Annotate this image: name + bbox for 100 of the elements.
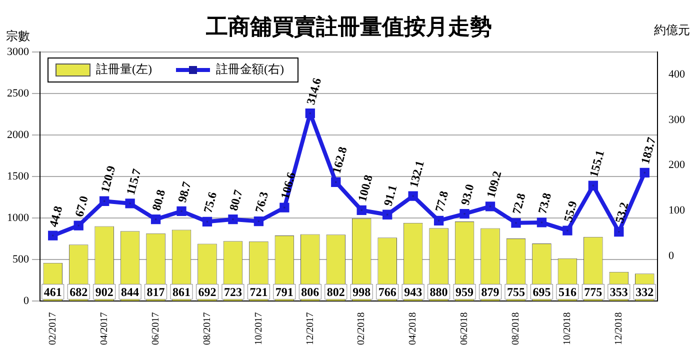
data-label: 461 xyxy=(44,285,62,300)
data-label: 879 xyxy=(481,285,500,300)
data-label: 44.8 xyxy=(46,204,66,228)
data-label: 120.9 xyxy=(98,164,118,194)
y2-tick-label: 0 xyxy=(668,250,674,262)
y-tick-label: 1000 xyxy=(7,212,30,224)
data-label: 755 xyxy=(506,285,525,300)
point xyxy=(48,230,58,240)
data-label: 106.6 xyxy=(278,170,298,200)
point xyxy=(588,180,598,190)
point xyxy=(99,196,110,206)
y2-tick-label: 300 xyxy=(668,114,686,126)
point xyxy=(74,220,84,230)
point xyxy=(382,210,392,220)
data-label: 998 xyxy=(352,285,371,300)
data-label: 109.2 xyxy=(484,170,504,200)
y-tick-label: 1500 xyxy=(7,170,30,182)
data-label: 132.1 xyxy=(406,159,427,189)
data-label: 100.8 xyxy=(354,173,376,204)
data-label: 943 xyxy=(404,285,422,300)
point xyxy=(434,216,444,226)
data-label: 115.7 xyxy=(123,167,144,196)
y-tick-label: 3000 xyxy=(7,46,30,58)
data-label: 791 xyxy=(275,285,294,300)
point xyxy=(331,177,341,187)
y-tick-label: 0 xyxy=(24,295,30,308)
data-label: 695 xyxy=(532,285,551,300)
x-tick-label: 12/2017 xyxy=(304,312,316,346)
data-label: 880 xyxy=(430,285,448,300)
data-label: 959 xyxy=(456,285,474,300)
x-tick-label: 02/2017 xyxy=(47,312,58,346)
x-tick-label: 08/2017 xyxy=(202,312,213,346)
data-label: 902 xyxy=(95,285,114,300)
x-tick-label: 04/2018 xyxy=(408,312,419,346)
y2-tick-label: 200 xyxy=(668,159,686,172)
data-label: 723 xyxy=(224,285,242,300)
data-label: 766 xyxy=(378,285,396,300)
y-tick-label: 2000 xyxy=(7,128,30,141)
data-label: 162.8 xyxy=(329,145,350,175)
x-tick-label: 10/2017 xyxy=(253,312,264,346)
data-label: 332 xyxy=(636,285,654,300)
point xyxy=(150,214,161,224)
data-label: 98.7 xyxy=(174,180,194,204)
point xyxy=(536,218,547,228)
data-label: 353 xyxy=(610,285,628,300)
x-tick-label: 04/2017 xyxy=(98,312,110,346)
data-label: 183.7 xyxy=(638,136,659,166)
data-label: 80.7 xyxy=(226,188,246,212)
data-label: 73.8 xyxy=(535,191,554,216)
x-tick-label: 02/2018 xyxy=(356,312,368,346)
data-label: 93.0 xyxy=(458,182,477,207)
x-tick-label: 06/2017 xyxy=(150,312,162,346)
point xyxy=(228,214,238,224)
point xyxy=(305,108,315,118)
data-label: 53.2 xyxy=(612,200,632,225)
chart-title: 工商舖買賣註冊量值按月走勢 xyxy=(204,14,492,39)
point xyxy=(511,218,521,228)
point xyxy=(640,168,650,178)
point xyxy=(176,206,186,216)
point xyxy=(202,216,212,226)
point xyxy=(460,208,470,219)
y2-tick-label: 400 xyxy=(668,68,686,81)
point xyxy=(125,198,135,208)
data-label: 775 xyxy=(584,285,602,300)
y-tick-label: 2500 xyxy=(7,87,30,100)
data-label: 861 xyxy=(172,285,191,300)
data-label: 314.6 xyxy=(304,76,324,106)
data-label: 155.1 xyxy=(586,148,608,178)
point xyxy=(280,202,290,212)
point xyxy=(614,226,624,237)
data-label: 802 xyxy=(326,285,345,300)
point xyxy=(562,226,572,236)
data-label: 692 xyxy=(198,285,216,300)
point xyxy=(254,216,264,226)
data-label: 75.6 xyxy=(200,190,220,214)
x-tick-label: 08/2018 xyxy=(510,312,522,346)
data-label: 55.9 xyxy=(560,199,580,224)
x-tick-label: 06/2018 xyxy=(459,312,470,346)
point xyxy=(356,205,366,216)
data-label: 80.8 xyxy=(149,188,168,212)
point xyxy=(408,191,418,201)
data-label: 77.8 xyxy=(432,190,452,214)
data-label: 516 xyxy=(558,285,576,300)
data-label: 91.1 xyxy=(380,183,400,208)
data-label: 72.8 xyxy=(509,192,528,216)
data-label: 844 xyxy=(121,285,140,300)
y-axis-title: 宗數 xyxy=(6,29,30,43)
data-label: 806 xyxy=(301,285,320,300)
data-label: 682 xyxy=(70,285,88,300)
legend-label: 註冊量(左) xyxy=(96,62,152,76)
legend-label: 註冊金額(右) xyxy=(216,62,284,76)
x-tick-label: 10/2018 xyxy=(562,312,574,346)
data-label: 817 xyxy=(146,285,165,300)
y2-tick-label: 100 xyxy=(668,204,686,216)
x-tick-label: 12/2018 xyxy=(614,312,625,346)
data-label: 76.3 xyxy=(252,190,272,214)
y-tick-label: 500 xyxy=(12,254,30,266)
y2-axis-title: 約億元 xyxy=(654,23,690,37)
data-label: 721 xyxy=(250,285,268,300)
data-label: 67.0 xyxy=(72,194,91,218)
